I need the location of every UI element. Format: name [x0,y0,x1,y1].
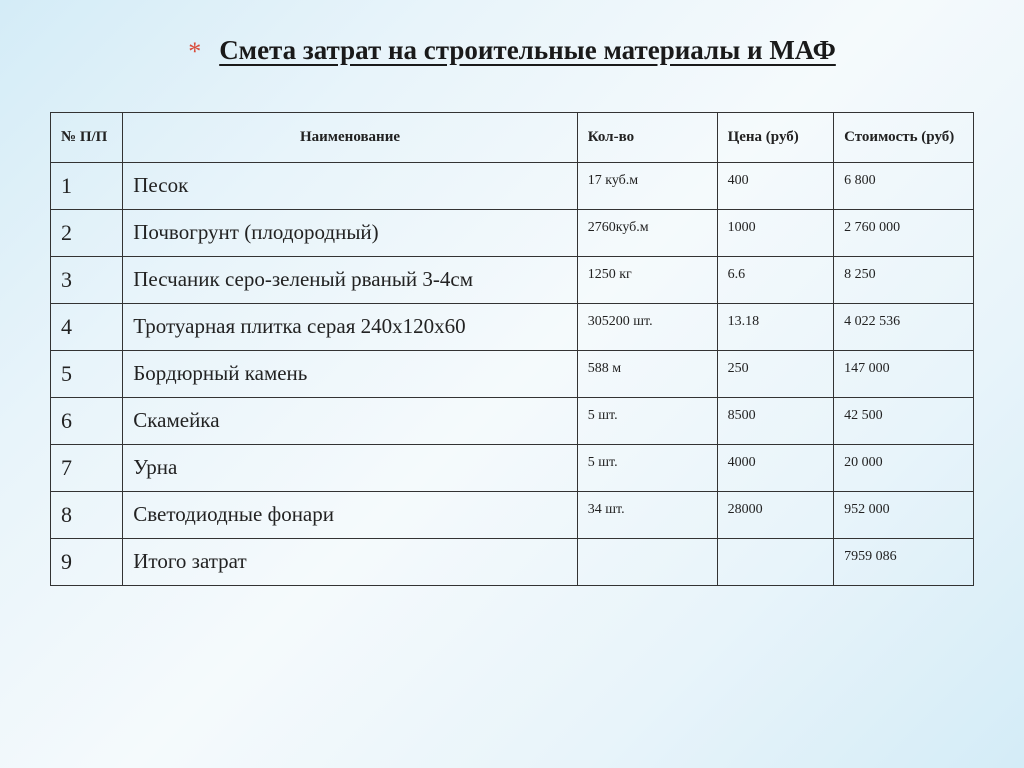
cell-cost: 2 760 000 [834,210,974,257]
table-row: 5Бордюрный камень588 м250147 000 [51,351,974,398]
cell-name: Скамейка [123,398,578,445]
cell-price: 4000 [717,445,834,492]
cell-cost: 4 022 536 [834,304,974,351]
table-header-row: № П/П Наименование Кол-во Цена (руб) Сто… [51,113,974,163]
header-price: Цена (руб) [717,113,834,163]
cell-name: Песок [123,163,578,210]
cell-num: 3 [51,257,123,304]
cell-qty: 5 шт. [577,398,717,445]
cell-cost: 6 800 [834,163,974,210]
table-row: 7Урна5 шт.400020 000 [51,445,974,492]
header-qty: Кол-во [577,113,717,163]
table-row: 6Скамейка5 шт.850042 500 [51,398,974,445]
cell-qty [577,539,717,586]
cell-cost: 952 000 [834,492,974,539]
cell-qty: 2760куб.м [577,210,717,257]
cell-price: 250 [717,351,834,398]
cell-num: 9 [51,539,123,586]
cell-qty: 305200 шт. [577,304,717,351]
header-cost: Стоимость (руб) [834,113,974,163]
cell-cost: 20 000 [834,445,974,492]
table-row: 4Тротуарная плитка серая 240х120х6030520… [51,304,974,351]
cell-qty: 34 шт. [577,492,717,539]
cell-name: Итого затрат [123,539,578,586]
cell-cost: 7959 086 [834,539,974,586]
header-name: Наименование [123,113,578,163]
table-row: 9Итого затрат 7959 086 [51,539,974,586]
cell-name: Бордюрный камень [123,351,578,398]
cell-name: Почвогрунт (плодородный) [123,210,578,257]
cell-num: 1 [51,163,123,210]
asterisk-icon: * [188,37,201,67]
cell-name: Урна [123,445,578,492]
cell-price: 8500 [717,398,834,445]
cell-name: Песчаник серо-зеленый рваный 3-4см [123,257,578,304]
cost-table: № П/П Наименование Кол-во Цена (руб) Сто… [50,112,974,586]
cell-qty: 17 куб.м [577,163,717,210]
cell-price: 6.6 [717,257,834,304]
table-row: 2Почвогрунт (плодородный)2760куб.м10002 … [51,210,974,257]
cell-price: 400 [717,163,834,210]
cell-num: 7 [51,445,123,492]
cell-name: Тротуарная плитка серая 240х120х60 [123,304,578,351]
cell-qty: 588 м [577,351,717,398]
cell-num: 8 [51,492,123,539]
page-title: Смета затрат на строительные материалы и… [219,35,836,66]
cell-num: 2 [51,210,123,257]
cell-name: Светодиодные фонари [123,492,578,539]
cell-price [717,539,834,586]
cell-num: 4 [51,304,123,351]
cell-cost: 147 000 [834,351,974,398]
cell-qty: 5 шт. [577,445,717,492]
cell-cost: 8 250 [834,257,974,304]
table-row: 1Песок17 куб.м4006 800 [51,163,974,210]
cell-cost: 42 500 [834,398,974,445]
cell-price: 1000 [717,210,834,257]
cell-num: 6 [51,398,123,445]
cell-price: 28000 [717,492,834,539]
header-num: № П/П [51,113,123,163]
cell-price: 13.18 [717,304,834,351]
table-row: 8Светодиодные фонари34 шт.28000952 000 [51,492,974,539]
table-row: 3Песчаник серо-зеленый рваный 3-4см1250 … [51,257,974,304]
cell-num: 5 [51,351,123,398]
cell-qty: 1250 кг [577,257,717,304]
title-wrap: * Смета затрат на строительные материалы… [50,35,974,67]
